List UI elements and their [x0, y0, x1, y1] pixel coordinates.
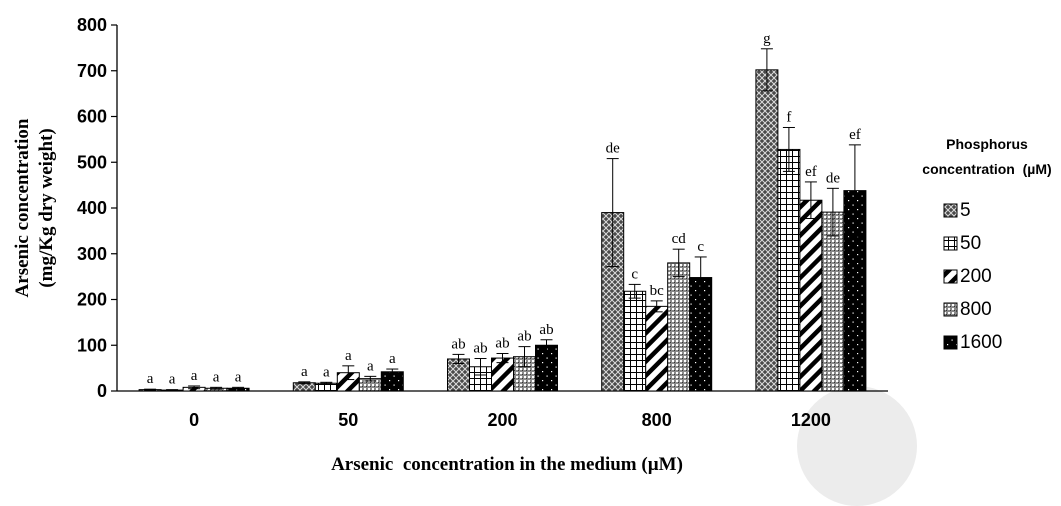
y-ticks: 0 100 200 300 400 500 600 700 800: [77, 15, 117, 401]
bar-5-1200: [755, 69, 779, 392]
y-axis-title-line-1: Arsenic concentration: [12, 118, 33, 297]
significance-letter: a: [389, 351, 396, 367]
significance-letter: a: [301, 364, 308, 380]
legend-swatch-1600: [943, 335, 958, 350]
significance-letter: a: [169, 372, 176, 388]
significance-letter: bc: [650, 283, 665, 299]
y-axis-title-line-2: (mg/Kg dry weight): [36, 128, 57, 287]
legend-swatch-5: [943, 203, 958, 218]
y-tick-label: 700: [77, 61, 107, 81]
significance-letter: cd: [672, 231, 687, 247]
x-axis-title: Arsenic concentration in the medium (µM): [331, 454, 683, 475]
legend-label-200: 200: [960, 266, 992, 287]
legend-label-50: 50: [960, 233, 981, 254]
y-tick-label: 500: [77, 152, 107, 172]
y-tick-label: 100: [77, 335, 107, 355]
y-tick-label: 300: [77, 244, 107, 264]
x-tick-label: 1200: [791, 410, 831, 430]
bar-800-1200: [821, 211, 845, 392]
bar-200-1200: [799, 199, 823, 392]
x-tick-label: 0: [189, 410, 199, 430]
x-tick-label: 200: [487, 410, 517, 430]
significance-letter: ab: [451, 336, 465, 352]
significance-letter: ef: [805, 164, 817, 180]
bar-1600-200: [535, 344, 558, 392]
significance-letter: a: [147, 371, 154, 387]
significance-letter: ab: [473, 341, 487, 357]
significance-letter: ab: [517, 329, 531, 345]
y-tick-label: 800: [77, 15, 107, 35]
y-tick-label: 600: [77, 107, 107, 127]
legend: 5 50 200 800 1600: [943, 200, 1002, 353]
bar-chart: Arsenic concentration (mg/Kg dry weight)…: [12, 15, 1052, 475]
legend-swatch-50: [943, 236, 958, 251]
bar-50-1200: [777, 148, 801, 392]
significance-letter: f: [786, 109, 791, 125]
significance-letter: de: [826, 170, 841, 186]
legend-label-800: 800: [960, 299, 992, 320]
significance-letter: ab: [539, 322, 553, 338]
y-tick-label: 0: [97, 381, 107, 401]
significance-letter: de: [606, 141, 621, 157]
legend-title-line-1: Phosphorus: [946, 136, 1028, 152]
legend-label-1600: 1600: [960, 332, 1002, 353]
x-tick-label: 50: [338, 410, 358, 430]
x-ticks: 0 50 200 800 1200: [189, 410, 831, 430]
x-tick-label: 800: [642, 410, 672, 430]
significance-letter: a: [367, 358, 374, 374]
bar-200-800: [645, 305, 669, 392]
significance-letter: a: [213, 369, 220, 385]
significance-letter: ab: [495, 335, 509, 351]
significance-letter: c: [631, 266, 638, 282]
significance-letter: g: [763, 31, 771, 47]
legend-title-line-2: concentration (µM): [922, 161, 1051, 177]
significance-letter: ef: [849, 127, 861, 143]
significance-letter: a: [191, 368, 198, 384]
y-tick-label: 400: [77, 198, 107, 218]
bar-50-800: [623, 290, 647, 392]
legend-swatch-800: [943, 302, 958, 317]
legend-label-5: 5: [960, 200, 971, 221]
significance-letter: c: [697, 239, 704, 255]
significance-letter: a: [235, 369, 242, 385]
significance-letter: a: [345, 348, 352, 364]
legend-swatch-200: [943, 269, 958, 284]
significance-letter: a: [323, 364, 330, 380]
bar-800-800: [667, 262, 691, 392]
y-tick-label: 200: [77, 290, 107, 310]
